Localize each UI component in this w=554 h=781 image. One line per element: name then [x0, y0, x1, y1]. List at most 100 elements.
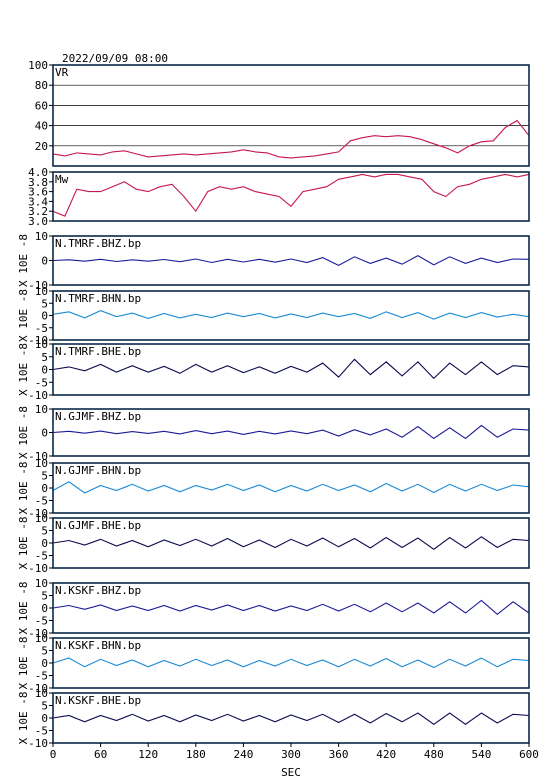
y-tick-label: 0 [41, 364, 48, 377]
y-tick-label: -10 [28, 682, 48, 695]
series-line [52, 657, 530, 669]
y-tick-label: -10 [28, 450, 48, 463]
y-axis-label: X 10E -8 [17, 637, 30, 690]
x-axis-label: SEC [281, 766, 301, 779]
y-tick-label: 0 [41, 482, 48, 495]
y-tick-label: 100 [28, 59, 48, 72]
series-line [52, 481, 530, 494]
y-tick-label: -5 [35, 376, 48, 389]
series-line [52, 119, 530, 159]
x-tick-label: 240 [233, 748, 253, 761]
panel-frame [52, 171, 530, 222]
panel-title: VR [55, 66, 69, 79]
y-tick-label: -5 [35, 322, 48, 335]
x-tick-label: 420 [376, 748, 396, 761]
y-tick-label: 10 [35, 285, 48, 298]
panel-title: N.TMRF.BHE.bp [55, 345, 141, 358]
y-tick-label: -10 [28, 562, 48, 575]
y-tick-label: 5 [41, 525, 48, 538]
y-tick-label: 60 [35, 99, 48, 112]
y-tick-label: -10 [28, 507, 48, 520]
y-tick-label: 5 [41, 297, 48, 310]
panel-1: Mw 3.03.23.43.63.84.0 [28, 166, 530, 228]
y-tick-label: 0 [41, 310, 48, 323]
y-axis-label: X 10E -8 [17, 289, 30, 342]
y-tick-label: 10 [35, 512, 48, 525]
y-tick-label: 0 [41, 427, 48, 440]
y-tick-label: -5 [35, 725, 48, 738]
y-tick-label: 5 [41, 351, 48, 364]
panel-frame [52, 64, 530, 167]
y-tick-label: -5 [35, 615, 48, 628]
panel-0: VR 20 40 60 80 100 [28, 59, 530, 167]
y-tick-label: -5 [35, 495, 48, 508]
x-tick-label: 540 [471, 748, 491, 761]
series-line [52, 424, 530, 440]
y-tick-label: -10 [28, 334, 48, 347]
panel-5: N.GJMF.BHZ.bp -10 0 10 X 10E -8 [17, 403, 530, 463]
chart-datetime: 2022/09/09 08:00 [62, 52, 168, 65]
y-tick-label: 5 [41, 645, 48, 658]
y-tick-label: -10 [28, 389, 48, 402]
y-tick-label: 5 [41, 700, 48, 713]
y-tick-label: 10 [35, 338, 48, 351]
y-axis-label: X 10E -8 [17, 343, 30, 396]
y-tick-label: 0 [41, 712, 48, 725]
series-line [52, 173, 530, 217]
series-line [52, 254, 530, 267]
y-tick-label: 10 [35, 577, 48, 590]
y-tick-label: 0 [41, 255, 48, 268]
x-tick-label: 600 [519, 748, 539, 761]
y-tick-label: -5 [35, 550, 48, 563]
x-tick-label: 60 [94, 748, 107, 761]
x-axis: 0 60 120 180 240 300 360 420 480 540 600 [50, 743, 539, 761]
y-tick-label: 10 [35, 230, 48, 243]
y-tick-label: 0 [41, 657, 48, 670]
y-axis-label: X 10E -8 [17, 582, 30, 635]
y-axis-label: X 10E -8 [17, 462, 30, 515]
y-tick-label: -10 [28, 737, 48, 750]
y-tick-label: -10 [28, 279, 48, 292]
y-tick-label: 0 [41, 537, 48, 550]
y-tick-label: 3.0 [28, 215, 48, 228]
y-tick-label: 10 [35, 457, 48, 470]
y-tick-label: 3.2 [28, 205, 48, 218]
y-tick-label: 0 [41, 602, 48, 615]
y-axis-label: X 10E -8 [17, 517, 30, 570]
series-line [52, 599, 530, 616]
y-tick-label: 40 [35, 120, 48, 133]
panel-title: N.GJMF.BHE.bp [55, 519, 141, 532]
series-line [52, 536, 530, 550]
panel-title: Mw [55, 173, 69, 186]
y-tick-label: 3.8 [28, 176, 48, 189]
panel-title: N.TMRF.BHN.bp [55, 292, 141, 305]
y-tick-label: -10 [28, 627, 48, 640]
y-tick-label: 80 [35, 79, 48, 92]
y-tick-label: -5 [35, 670, 48, 683]
y-tick-label: 20 [35, 140, 48, 153]
panels-group: VR20406080100Mw3.03.23.43.63.84.0N.TMRF.… [17, 59, 530, 750]
panel-title: N.KSKF.BHN.bp [55, 639, 141, 652]
y-axis-label: X 10E -8 [17, 234, 30, 287]
panel-title: N.GJMF.BHN.bp [55, 464, 141, 477]
x-tick-label: 180 [186, 748, 206, 761]
y-tick-label: 5 [41, 590, 48, 603]
series-line [52, 358, 530, 380]
y-axis-label: X 10E -8 [17, 406, 30, 459]
y-tick-label: 5 [41, 470, 48, 483]
series-line [52, 712, 530, 725]
x-tick-label: 120 [138, 748, 158, 761]
panel-title: N.TMRF.BHZ.bp [55, 237, 141, 250]
series-line [52, 310, 530, 320]
panel-title: N.KSKF.BHZ.bp [55, 584, 141, 597]
x-tick-label: 480 [424, 748, 444, 761]
panel-2: N.TMRF.BHZ.bp -10 0 10 X 10E -8 [17, 230, 530, 292]
y-tick-label: 3.4 [28, 195, 48, 208]
